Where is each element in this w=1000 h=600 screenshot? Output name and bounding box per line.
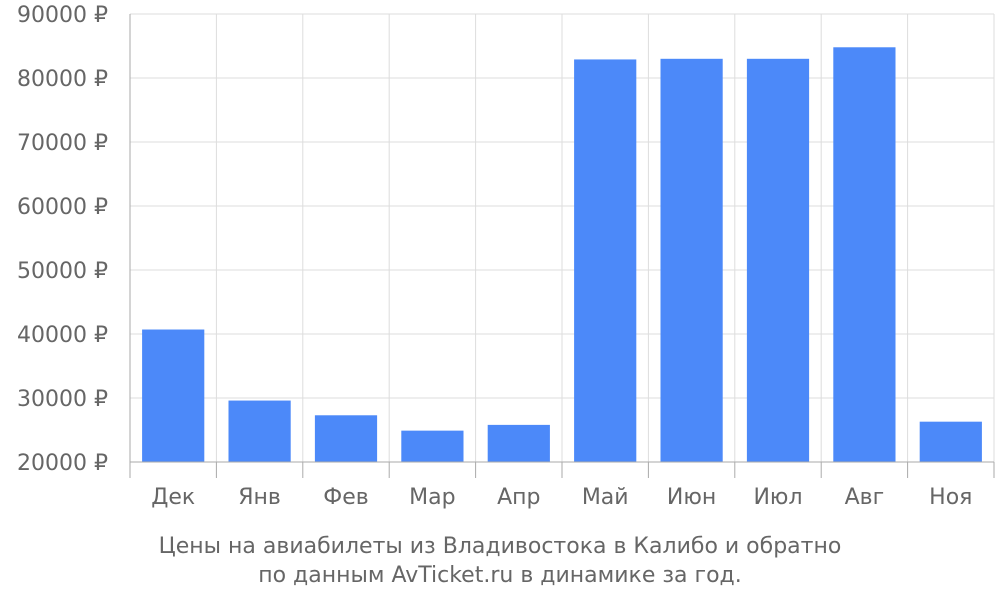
y-tick-label: 60000 ₽ <box>17 195 108 220</box>
y-tick-labels: 20000 ₽ 30000 ₽ 40000 ₽ 50000 ₽ 60000 ₽ 70000… <box>17 3 108 476</box>
x-tick-label: Июн <box>667 485 716 510</box>
x-tick-labels: Дек Янв Фев Мар Апр Май Июн Июл Авг Ноя <box>151 485 972 510</box>
x-tick-label: Дек <box>151 485 195 510</box>
bars <box>142 47 982 463</box>
bar <box>746 58 810 463</box>
bar <box>228 400 291 462</box>
y-tick-label: 40000 ₽ <box>17 323 108 348</box>
bar <box>314 415 378 462</box>
y-tick-label: 90000 ₽ <box>17 3 108 28</box>
y-tick-label: 80000 ₽ <box>17 67 108 92</box>
bar <box>660 58 723 463</box>
grid-lines <box>129 13 995 463</box>
chart-caption: Цены на авиабилеты из Владивостока в Кал… <box>0 532 1000 590</box>
x-tick-label: Янв <box>238 485 281 510</box>
bar-chart: 20000 ₽ 30000 ₽ 40000 ₽ 50000 ₽ 60000 ₽ 70000… <box>17 3 995 510</box>
axes <box>129 14 995 478</box>
y-tick-label: 50000 ₽ <box>17 259 108 284</box>
x-tick-label: Авг <box>845 485 885 510</box>
x-tick-label: Апр <box>497 485 540 510</box>
chart-title: Цены на авиабилеты из Владивостока в Кал… <box>158 534 842 559</box>
bar <box>487 424 550 462</box>
x-tick-label: Май <box>582 485 629 510</box>
y-tick-label: 70000 ₽ <box>17 131 108 156</box>
x-tick-label: Июл <box>753 485 802 510</box>
x-tick-label: Фев <box>323 485 368 510</box>
bar <box>401 430 464 462</box>
chart-subtitle: по данным AvTicket.ru в динамике за год. <box>258 563 742 588</box>
bar <box>574 59 637 462</box>
bar <box>833 47 896 462</box>
y-tick-label: 30000 ₽ <box>17 387 108 412</box>
x-tick-label: Мар <box>409 485 455 510</box>
y-tick-label: 20000 ₽ <box>17 451 108 476</box>
x-tick-label: Ноя <box>929 485 972 510</box>
bar <box>919 421 982 462</box>
bar <box>142 329 205 462</box>
